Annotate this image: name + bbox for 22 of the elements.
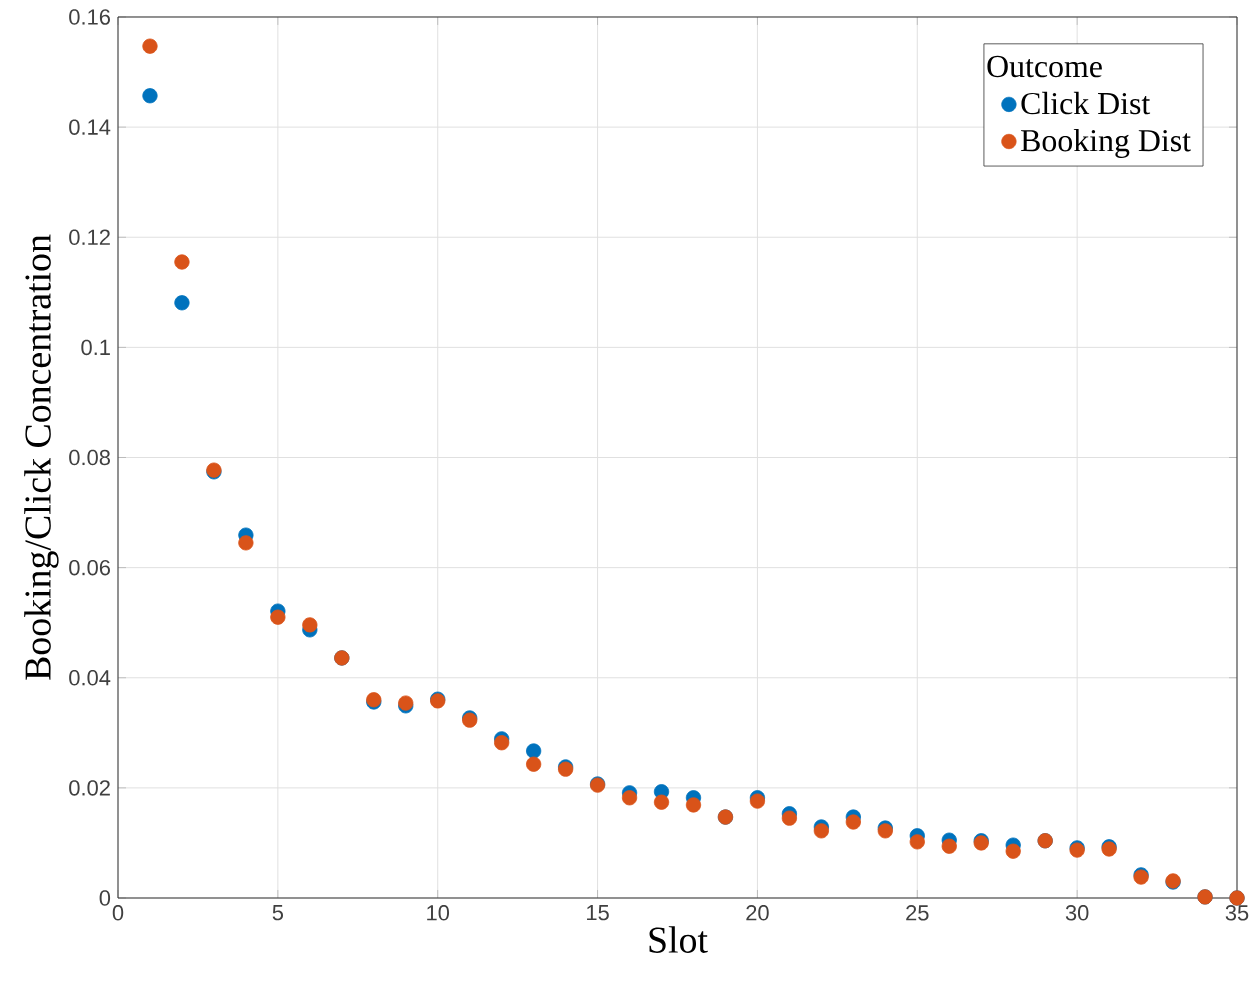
x-tick-label: 20	[746, 905, 769, 921]
legend-label: Booking Dist	[1021, 128, 1191, 158]
x-tick-label: 30	[1065, 905, 1089, 921]
legend-title: Outcome	[987, 55, 1102, 78]
y-tick-label: 0.06	[69, 559, 110, 576]
y-axis-title: Booking/Click Concentration	[24, 234, 59, 680]
x-tick-label: 25	[906, 905, 929, 921]
y-tick-label: 0.12	[69, 229, 110, 246]
y-tick-label: 0.16	[69, 9, 110, 25]
x-tick-label: 0	[112, 905, 124, 921]
y-tick-label: 0.14	[69, 119, 111, 135]
x-tick-label: 35	[1225, 905, 1249, 921]
y-tick-label: 0.08	[69, 449, 110, 466]
y-tick-label: 0.1	[81, 339, 110, 356]
legend-label: Click Dist	[1021, 91, 1151, 115]
y-tick-label: 0	[99, 890, 111, 906]
x-tick-label: 5	[272, 905, 284, 921]
x-tick-label: 10	[427, 905, 450, 921]
x-axis-title: Slot	[649, 926, 708, 953]
y-tick-label: 0.02	[69, 780, 110, 796]
x-tick-label: 15	[587, 905, 609, 921]
y-tick-label: 0.04	[69, 670, 111, 686]
